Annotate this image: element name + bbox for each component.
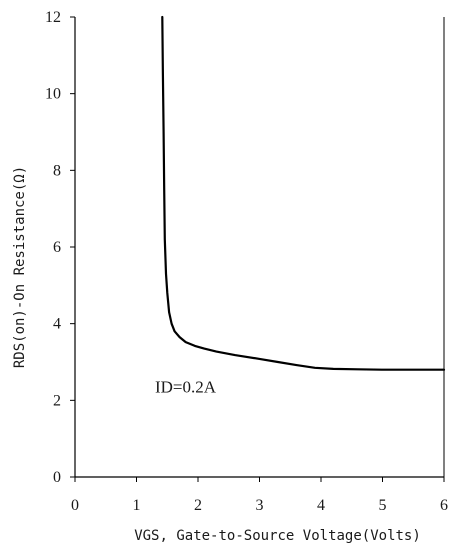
y-tick-label: 4 xyxy=(53,316,61,333)
y-tick-label: 0 xyxy=(53,469,61,486)
x-tick-label: 4 xyxy=(317,497,325,514)
y-tick-label: 12 xyxy=(45,9,61,26)
x-tick-label: 3 xyxy=(256,497,264,514)
annotation-label: ID=0.2A xyxy=(155,378,217,397)
x-tick-label: 6 xyxy=(440,497,448,514)
y-tick-label: 10 xyxy=(45,86,61,103)
x-axis-label: VGS, Gate-to-Source Voltage(Volts) xyxy=(134,528,421,544)
x-tick-label: 0 xyxy=(71,497,79,514)
x-ticks: 0 1 2 3 4 5 6 xyxy=(71,477,448,514)
series-line-0 xyxy=(161,15,446,371)
y-tick-label: 8 xyxy=(53,162,61,179)
x-tick-label: 2 xyxy=(194,497,202,514)
plot-frame xyxy=(74,17,445,478)
series-layer xyxy=(161,15,446,371)
y-axis-label: RDS(on)-On Resistance(Ω) xyxy=(12,166,28,368)
x-tick-label: 5 xyxy=(379,497,387,514)
annotation-layer: ID=0.2A xyxy=(155,378,217,397)
y-ticks: 0 2 4 6 8 10 12 xyxy=(45,9,75,486)
x-tick-label: 1 xyxy=(133,497,141,514)
y-tick-label: 6 xyxy=(53,239,61,256)
y-tick-label: 2 xyxy=(53,392,61,409)
